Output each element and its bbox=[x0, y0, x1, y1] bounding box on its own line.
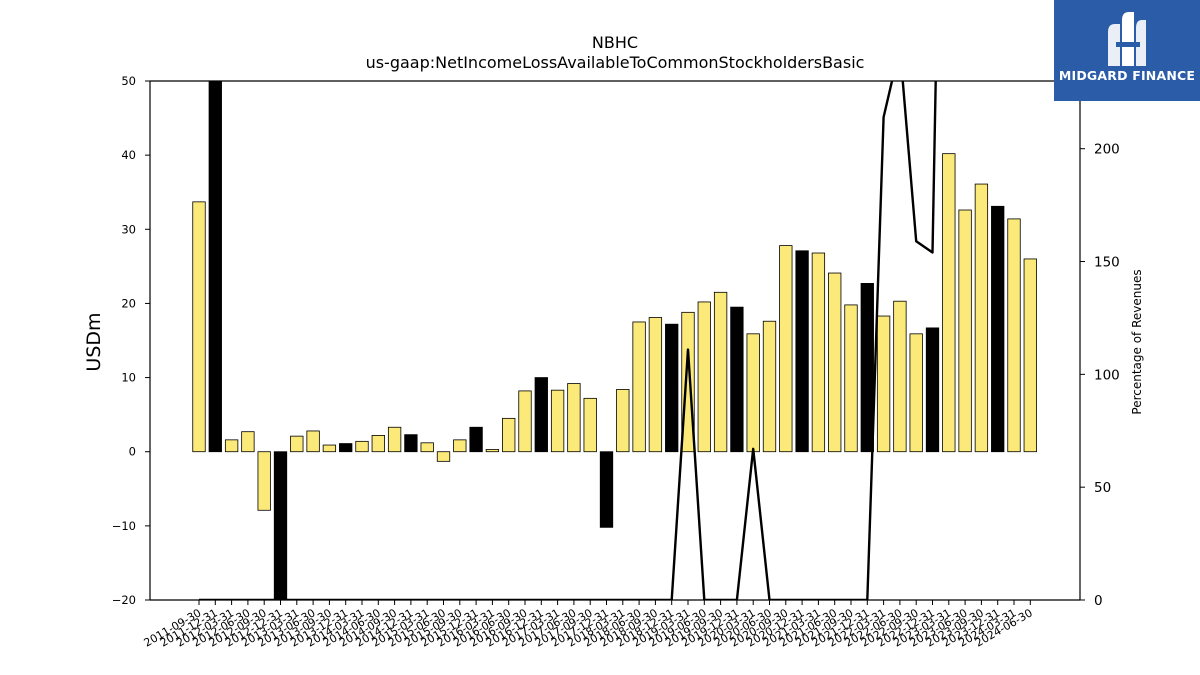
bar bbox=[583, 397, 597, 453]
x-axis-ticks: 2011-09-302011-12-312012-03-312012-06-30… bbox=[142, 600, 1035, 650]
y2-tick-label: 200 bbox=[1094, 142, 1120, 158]
bar bbox=[860, 283, 874, 453]
y2-tick-label: 150 bbox=[1094, 255, 1120, 271]
bar bbox=[991, 205, 1005, 453]
bar bbox=[974, 183, 989, 453]
bar bbox=[1007, 218, 1021, 453]
y-tick-label: 30 bbox=[121, 222, 136, 236]
bar bbox=[958, 209, 972, 453]
brand-logo: MIDGARD FINANCE bbox=[1054, 0, 1200, 101]
bar bbox=[762, 320, 777, 453]
y-tick-label: 40 bbox=[121, 148, 136, 162]
bar bbox=[436, 451, 451, 462]
bar bbox=[469, 426, 483, 453]
y2-axis-label: Percentage of Revenues bbox=[1130, 269, 1144, 414]
bar bbox=[550, 389, 565, 453]
bar bbox=[567, 383, 581, 453]
bar bbox=[811, 252, 826, 453]
bar bbox=[730, 306, 744, 453]
bar bbox=[1023, 258, 1037, 453]
bar bbox=[599, 451, 614, 528]
brand-name: MIDGARD FINANCE bbox=[1058, 68, 1196, 83]
bar bbox=[420, 442, 434, 453]
bar bbox=[518, 390, 532, 453]
bar bbox=[322, 444, 337, 453]
y2-tick-label: 50 bbox=[1094, 480, 1111, 496]
chart-subtitle: us-gaap:NetIncomeLossAvailableToCommonSt… bbox=[366, 53, 865, 72]
bar bbox=[828, 272, 842, 453]
midgard-logo-icon bbox=[1108, 12, 1146, 66]
bar bbox=[224, 439, 239, 453]
bar bbox=[795, 250, 809, 453]
y-axis-ticks: −20 −10 0 10 20 30 40 50 bbox=[112, 74, 150, 607]
bar bbox=[632, 321, 646, 453]
bar bbox=[844, 304, 858, 453]
y-tick-label: 0 bbox=[129, 445, 136, 459]
bar bbox=[713, 291, 728, 453]
bar bbox=[534, 377, 548, 453]
y-tick-label: 20 bbox=[121, 296, 136, 310]
bar bbox=[404, 434, 418, 453]
bar bbox=[257, 451, 271, 511]
y2-tick-label: 0 bbox=[1094, 593, 1103, 609]
bar bbox=[208, 80, 222, 453]
bar bbox=[502, 417, 516, 453]
bar bbox=[290, 435, 304, 453]
y2-tick-label: 100 bbox=[1094, 367, 1120, 383]
bar bbox=[485, 449, 500, 453]
y-tick-label: 50 bbox=[121, 74, 136, 88]
y2-axis-ticks: 0 50 100 150 200 bbox=[1080, 142, 1120, 609]
bar bbox=[241, 431, 255, 453]
y-tick-label: 10 bbox=[121, 371, 136, 385]
bar bbox=[665, 323, 679, 453]
bar-series bbox=[192, 80, 1037, 601]
bar bbox=[339, 443, 353, 453]
bar bbox=[273, 451, 288, 601]
bar bbox=[453, 439, 467, 453]
bar bbox=[942, 153, 956, 453]
bar bbox=[779, 245, 793, 453]
bar bbox=[355, 440, 369, 453]
bar bbox=[371, 435, 385, 453]
axes bbox=[149, 80, 1081, 601]
bar bbox=[876, 315, 891, 453]
chart-title: NBHC bbox=[592, 33, 638, 52]
bar bbox=[616, 389, 630, 453]
bar bbox=[192, 201, 206, 453]
bar bbox=[697, 301, 711, 453]
bar bbox=[925, 327, 940, 453]
y-tick-label: −10 bbox=[112, 519, 136, 533]
bar bbox=[746, 333, 760, 453]
bar bbox=[306, 430, 320, 453]
y-axis-label: USDm bbox=[83, 312, 105, 371]
y-tick-label: −20 bbox=[112, 593, 136, 607]
bar bbox=[909, 333, 923, 453]
bar bbox=[893, 300, 907, 453]
bar bbox=[648, 317, 663, 453]
bar bbox=[387, 426, 402, 453]
bar bbox=[681, 311, 695, 453]
